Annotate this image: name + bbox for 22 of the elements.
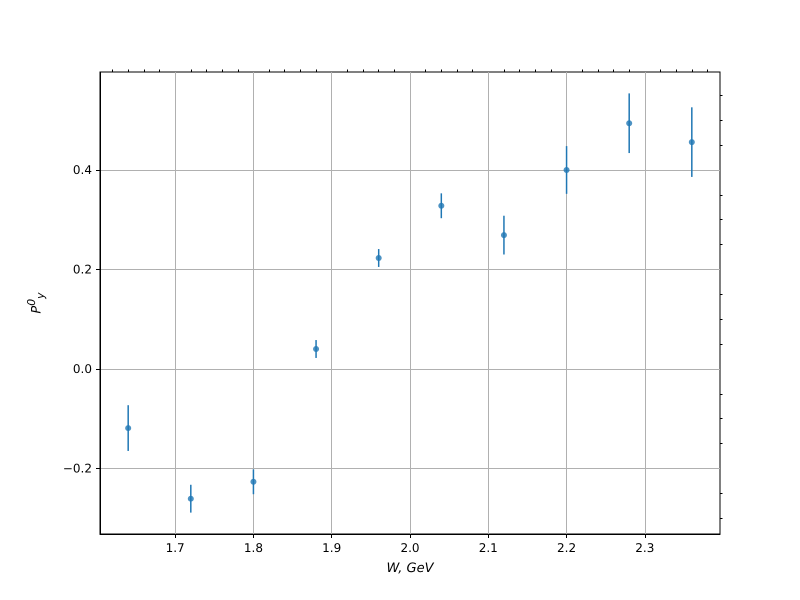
y-tick-label: 0.2 — [72, 262, 92, 276]
x-tick-label: 2.2 — [557, 541, 576, 555]
y-tick-label: 0.4 — [72, 162, 92, 177]
point — [564, 166, 570, 173]
point — [250, 478, 256, 485]
x-tick-label: 2.1 — [478, 541, 498, 555]
point — [688, 139, 695, 146]
x-axis-title: W, GeV — [386, 561, 435, 576]
y-tick-label: 0.0 — [72, 362, 92, 376]
point — [626, 120, 632, 126]
point — [438, 202, 444, 209]
y-tick-label: −0.2 — [62, 461, 92, 476]
x-tick-label: 1.7 — [166, 541, 185, 555]
x-tick-label: 1.9 — [322, 541, 342, 555]
point — [188, 496, 194, 502]
x-tick-label: 2.3 — [635, 541, 654, 555]
point — [376, 254, 382, 261]
point — [125, 425, 132, 432]
x-tick-label: 1.8 — [244, 541, 263, 555]
point — [500, 232, 507, 238]
x-tick-label: 2.0 — [400, 541, 420, 555]
point — [313, 346, 320, 352]
